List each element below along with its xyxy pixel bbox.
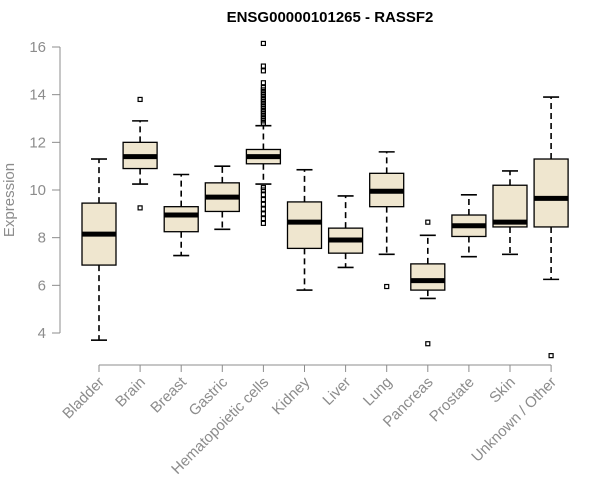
box-group (163, 173, 199, 257)
box (286, 201, 323, 250)
outlier-point (260, 196, 266, 203)
y-tick-label: 4 (38, 325, 46, 342)
outlier-point (260, 63, 266, 69)
y-tick-label: 14 (29, 87, 46, 104)
box-group (204, 165, 240, 231)
x-tick-label: Breast (147, 373, 190, 416)
x-tick-label: Bladder (59, 374, 108, 423)
outlier-point (260, 192, 266, 198)
box-group (122, 96, 158, 211)
y-tick-label: 12 (29, 134, 46, 151)
outlier-point (260, 80, 266, 86)
outlier-point (384, 283, 390, 290)
chart-title: ENSG00000101265 - RASSF2 (227, 9, 434, 26)
x-tick-label: Liver (319, 374, 354, 409)
y-tick-label: 6 (38, 277, 46, 294)
outlier-point (425, 341, 431, 347)
outlier-point (260, 84, 266, 91)
outlier-point (260, 211, 266, 217)
box-group (327, 195, 364, 269)
box (163, 206, 199, 233)
y-tick-label: 10 (29, 182, 46, 199)
box (533, 158, 569, 228)
outlier-point (260, 185, 266, 191)
x-tick-label: Prostate (426, 374, 478, 426)
x-tick-label: Lung (360, 374, 396, 410)
box-group (286, 168, 323, 291)
box-group (81, 158, 117, 341)
box (410, 263, 446, 291)
outlier-point (137, 205, 143, 211)
boxes (81, 40, 569, 359)
y-tick-label: 16 (29, 39, 46, 56)
box-group (533, 96, 569, 359)
x-tick-label: Brain (112, 374, 149, 411)
outlier-point (260, 201, 266, 207)
outlier-point (548, 353, 554, 359)
y-tick-label: 8 (38, 230, 46, 247)
y-axis: 4 6 8 10 12 14 16 (29, 39, 61, 342)
outlier-point (260, 216, 266, 222)
outlier-point (260, 220, 266, 226)
box-group (245, 40, 282, 226)
box-group (369, 151, 405, 290)
y-axis-label: Expression (1, 163, 18, 237)
box-group (492, 170, 528, 256)
box-group (451, 193, 487, 258)
outlier-point (260, 40, 266, 47)
outlier-point (260, 206, 266, 212)
box-group (410, 219, 446, 347)
outlier-point (425, 219, 431, 225)
outlier-point (137, 96, 143, 103)
outlier-point (260, 68, 266, 74)
x-tick-label: Kidney (269, 373, 314, 418)
x-tick-label: Skin (486, 374, 519, 407)
